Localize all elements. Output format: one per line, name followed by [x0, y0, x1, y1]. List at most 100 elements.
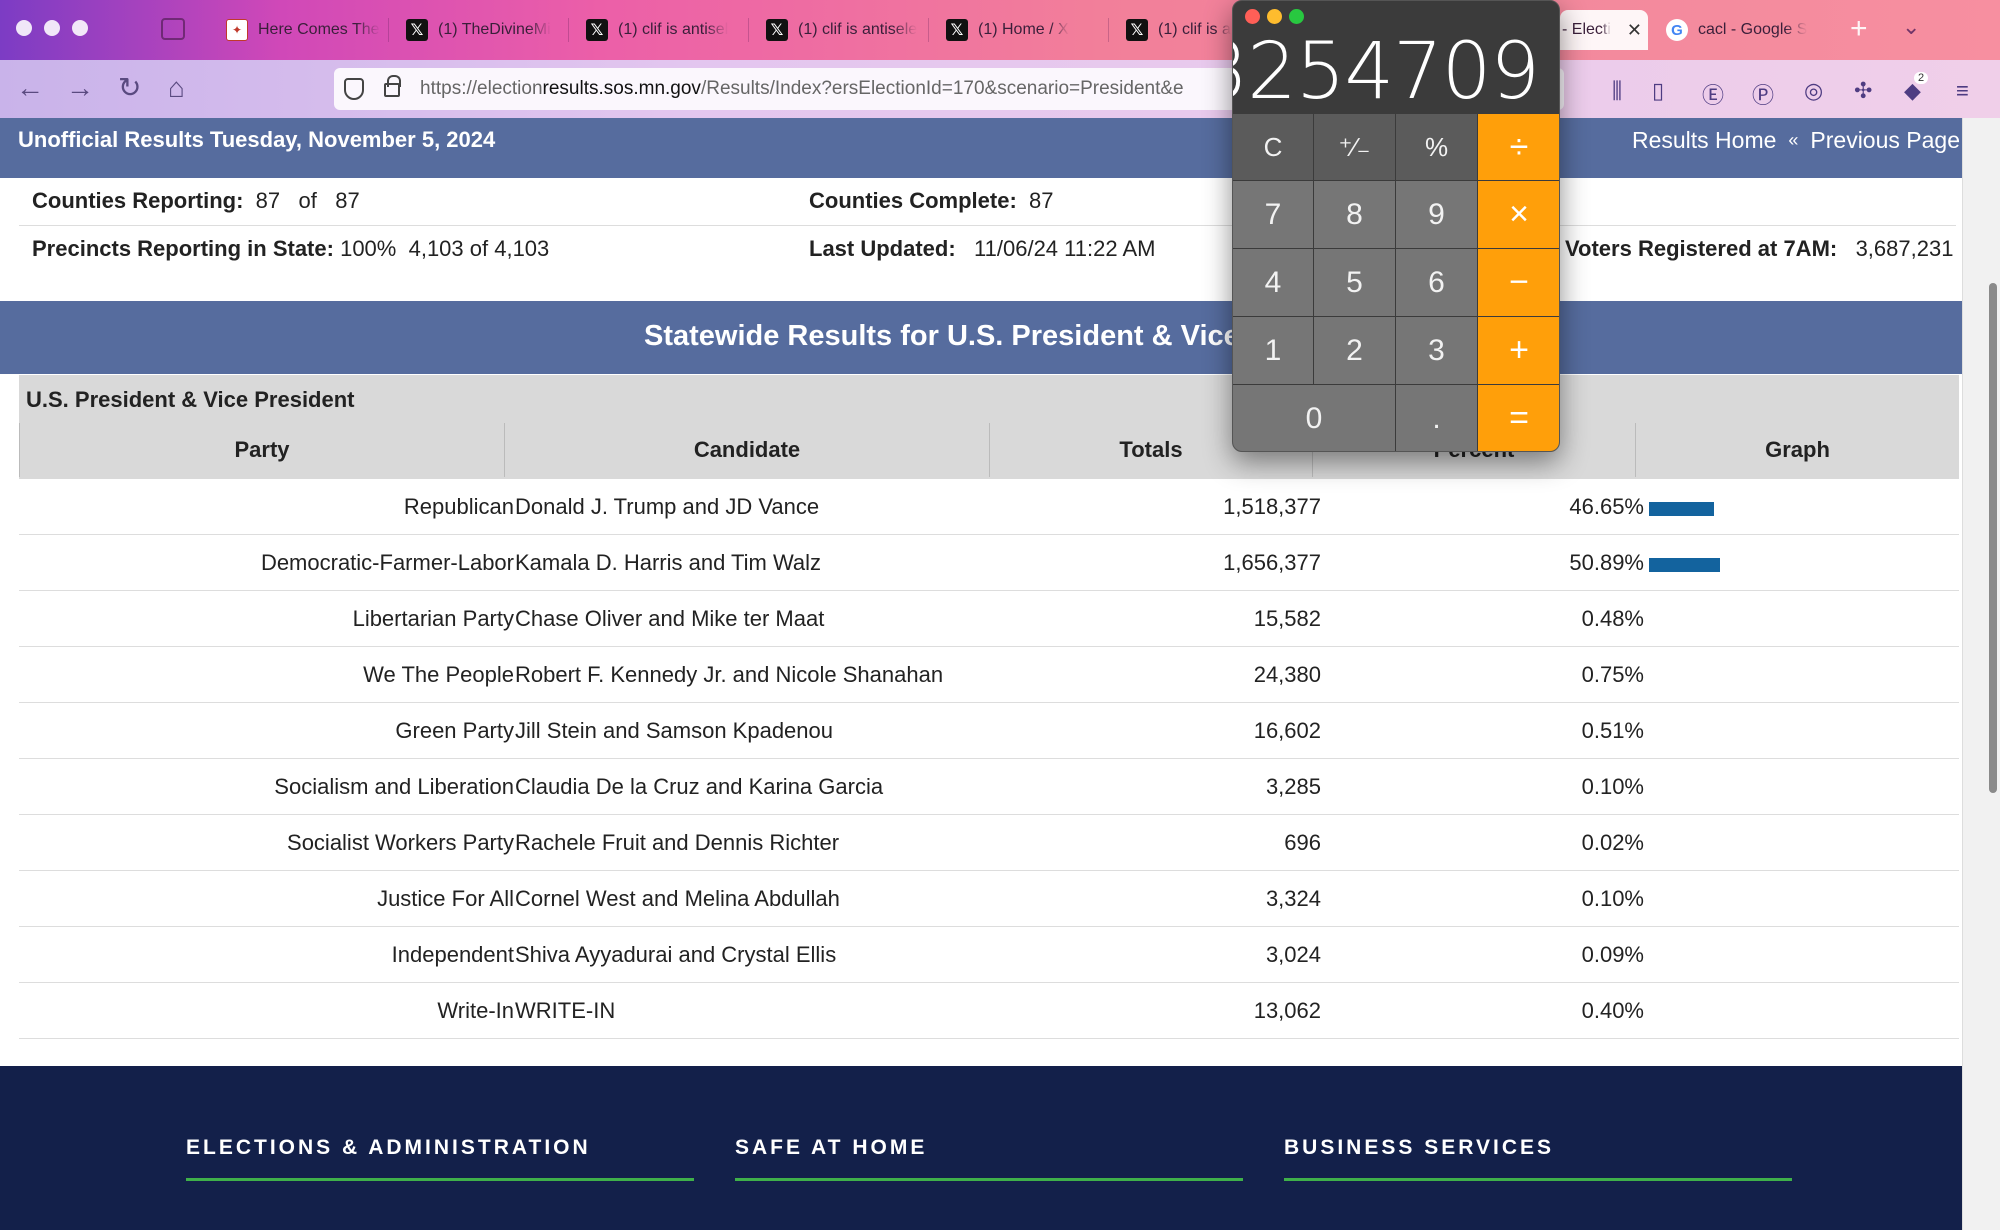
- totals-cell: 16,602: [1253, 718, 1321, 743]
- key-multiply[interactable]: ×: [1478, 181, 1559, 249]
- key-equals[interactable]: =: [1478, 385, 1559, 451]
- back-arrow-icon[interactable]: ←: [16, 72, 44, 103]
- calc-minimize-button[interactable]: [1267, 9, 1282, 24]
- col-party[interactable]: Party: [19, 423, 504, 477]
- tab-0[interactable]: ✦ Here Comes The: [212, 10, 382, 50]
- key-8[interactable]: 8: [1314, 181, 1396, 249]
- tab-title: cacl - Google S: [1698, 21, 1808, 38]
- tracking-shield-icon[interactable]: [344, 78, 364, 100]
- table-row: We The People Robert F. Kennedy Jr. and …: [19, 647, 1959, 703]
- footer-section-elections[interactable]: ELECTIONS & ADMINISTRATION: [186, 1136, 694, 1181]
- key-4[interactable]: 4: [1233, 249, 1314, 317]
- party-cell: Justice For All: [377, 886, 514, 911]
- results-home-link[interactable]: Results Home: [1631, 127, 1777, 153]
- key-3[interactable]: 3: [1396, 317, 1478, 385]
- forward-arrow-icon[interactable]: →: [66, 72, 94, 103]
- app-menu-icon[interactable]: ≡: [1956, 78, 1969, 103]
- key-add[interactable]: +: [1478, 317, 1559, 385]
- reload-icon[interactable]: ↻: [118, 72, 142, 103]
- tab-3[interactable]: 𝕏 (1) clif is antisele: [752, 10, 922, 50]
- candidate-cell: Cornel West and Melina Abdullah: [515, 886, 840, 911]
- extension-badge-icon[interactable]: ◆: [1904, 78, 1921, 103]
- tab-2[interactable]: 𝕏 (1) clif is antisel: [572, 10, 742, 50]
- candidate-cell: Rachele Fruit and Dennis Richter: [515, 830, 840, 855]
- counties-reporting: Counties Reporting: 87 of 87: [32, 188, 360, 213]
- library-icon[interactable]: ⫼: [1612, 78, 1623, 103]
- party-cell: Socialist Workers Party: [287, 830, 514, 855]
- candidate-cell: Chase Oliver and Mike ter Maat: [515, 606, 825, 631]
- race-title: U.S. President & Vice President: [26, 387, 355, 412]
- home-icon[interactable]: ⌂: [168, 72, 185, 103]
- percent-cell: 0.75%: [1581, 662, 1644, 687]
- key-subtract[interactable]: −: [1478, 249, 1559, 317]
- voters-registered: Voters Registered at 7AM: 3,687,231: [1565, 236, 1954, 261]
- percent-cell: 46.65%: [1569, 494, 1644, 519]
- key-7[interactable]: 7: [1233, 181, 1314, 249]
- table-row: Libertarian Party Chase Oliver and Mike …: [19, 591, 1959, 647]
- reporting-stats: Counties Reporting: 87 of 87 Counties Co…: [19, 178, 1956, 274]
- footer-heading[interactable]: SAFE AT HOME: [735, 1136, 928, 1159]
- totals-cell: 696: [1284, 830, 1321, 855]
- key-decimal[interactable]: .: [1396, 385, 1478, 451]
- candidate-cell: WRITE-IN: [515, 998, 616, 1023]
- party-cell: Republican: [403, 494, 514, 519]
- window-minimize-button[interactable]: [44, 20, 60, 36]
- window-close-button[interactable]: [16, 20, 32, 36]
- tab-5[interactable]: 𝕏 (1) clif is a: [1112, 10, 1232, 50]
- calc-zoom-button[interactable]: [1289, 9, 1304, 24]
- key-plus-minus[interactable]: ⁺∕₋: [1314, 114, 1396, 181]
- footer-heading[interactable]: ELECTIONS & ADMINISTRATION: [186, 1136, 591, 1159]
- key-divide[interactable]: ÷: [1478, 114, 1559, 181]
- graph-bar: [1649, 558, 1720, 572]
- key-5[interactable]: 5: [1314, 249, 1396, 317]
- page-scrollbar[interactable]: [1962, 118, 2000, 1230]
- col-candidate[interactable]: Candidate: [504, 423, 989, 477]
- header-links: Results Home « Previous Page: [1632, 127, 1960, 154]
- extension-p-icon[interactable]: Ⓟ: [1752, 83, 1775, 108]
- tab-title: (1) Home / X: [978, 21, 1069, 38]
- percent-cell: 0.10%: [1581, 886, 1644, 911]
- key-1[interactable]: 1: [1233, 317, 1314, 385]
- extensions-puzzle-icon[interactable]: ✣: [1854, 78, 1873, 103]
- tab-1[interactable]: 𝕏 (1) TheDivineMi: [392, 10, 562, 50]
- scrollbar-thumb[interactable]: [1989, 283, 1997, 793]
- new-tab-icon[interactable]: +: [1850, 12, 1868, 45]
- key-9[interactable]: 9: [1396, 181, 1478, 249]
- calc-close-button[interactable]: [1245, 9, 1260, 24]
- graph-bar: [1649, 502, 1714, 516]
- candidate-cell: Jill Stein and Samson Kpadenou: [515, 718, 833, 743]
- table-row: Write-In WRITE-IN 13,062 0.40%: [19, 983, 1959, 1039]
- key-6[interactable]: 6: [1396, 249, 1478, 317]
- key-percent[interactable]: %: [1396, 114, 1478, 181]
- lock-icon[interactable]: [384, 75, 401, 97]
- previous-page-link[interactable]: Previous Page: [1810, 127, 1960, 153]
- table-row: Socialist Workers Party Rachele Fruit an…: [19, 815, 1959, 871]
- url-text[interactable]: https://electionresults.sos.mn.gov/Resul…: [420, 78, 1184, 99]
- tab-active[interactable]: - Electi ✕: [1560, 10, 1648, 50]
- sidebar-icon[interactable]: ▯: [1652, 78, 1665, 103]
- col-graph: Graph: [1635, 423, 1959, 477]
- tab-7[interactable]: G cacl - Google S: [1652, 10, 1822, 50]
- key-0[interactable]: 0: [1233, 385, 1396, 451]
- results-header-bar: Unofficial Results Tuesday, November 5, …: [0, 118, 1962, 178]
- col-totals[interactable]: Totals: [989, 423, 1312, 477]
- extension-e-icon[interactable]: Ⓔ: [1702, 83, 1725, 108]
- party-cell: Democratic-Farmer-Labor: [260, 550, 514, 575]
- key-2[interactable]: 2: [1314, 317, 1396, 385]
- table-row: Republican Donald J. Trump and JD Vance …: [19, 479, 1959, 535]
- key-clear[interactable]: C: [1233, 114, 1314, 181]
- percent-cell: 0.09%: [1581, 942, 1644, 967]
- totals-cell: 3,324: [1265, 886, 1321, 911]
- candidate-cell: Shiva Ayyadurai and Crystal Ellis: [515, 942, 837, 967]
- list-tabs-chevron-icon[interactable]: ⌄: [1902, 14, 1921, 39]
- tab-4[interactable]: 𝕏 (1) Home / X: [932, 10, 1102, 50]
- footer-section-safe-at-home[interactable]: SAFE AT HOME: [735, 1136, 1243, 1181]
- footer-heading[interactable]: BUSINESS SERVICES: [1284, 1136, 1555, 1159]
- window-zoom-button[interactable]: [72, 20, 88, 36]
- footer-section-business[interactable]: BUSINESS SERVICES: [1284, 1136, 1792, 1181]
- extension-privacy-icon[interactable]: ◎: [1804, 78, 1824, 103]
- close-tab-icon[interactable]: ✕: [1626, 19, 1642, 40]
- tab-overview-icon[interactable]: [161, 18, 185, 40]
- percent-cell: 0.02%: [1581, 830, 1644, 855]
- footer-underline: [186, 1178, 694, 1181]
